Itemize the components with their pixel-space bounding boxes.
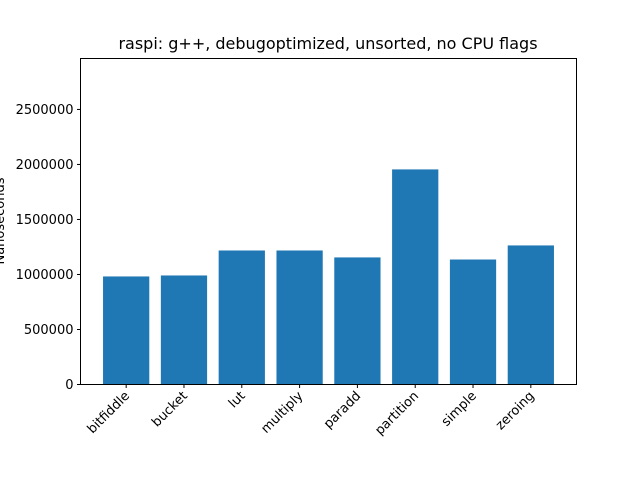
y-tick-label: 2500000: [16, 103, 74, 118]
bar-paradd: [334, 257, 381, 385]
bar-lut: [218, 250, 265, 385]
x-tick-label: bucket: [149, 389, 191, 431]
x-tick-label: multiply: [258, 389, 306, 437]
x-tick-label: partition: [372, 389, 422, 439]
bar-multiply: [276, 250, 323, 385]
bar-simple: [449, 259, 497, 385]
x-tick-label: simple: [439, 389, 480, 430]
y-tick-label: 500000: [24, 323, 74, 338]
x-tick-label: paradd: [321, 389, 364, 432]
x-tick-label: lut: [226, 389, 249, 412]
axes-frame: [80, 58, 577, 385]
y-axis-label: Nanoseconds: [0, 177, 8, 264]
x-tick-label: bitfiddle: [85, 389, 133, 437]
y-tick-label: 0: [65, 378, 73, 393]
bar-bucket: [160, 275, 208, 385]
bar-bitfiddle: [103, 276, 150, 385]
y-tick-label: 1000000: [16, 268, 74, 283]
bar-zeroing: [507, 245, 554, 385]
bar-partition: [392, 169, 439, 385]
chart-title: raspi: g++, debugoptimized, unsorted, no…: [118, 34, 537, 53]
x-tick-label: zeroing: [493, 389, 538, 434]
y-tick-label: 2000000: [16, 158, 74, 173]
y-tick-label: 1500000: [16, 213, 74, 228]
